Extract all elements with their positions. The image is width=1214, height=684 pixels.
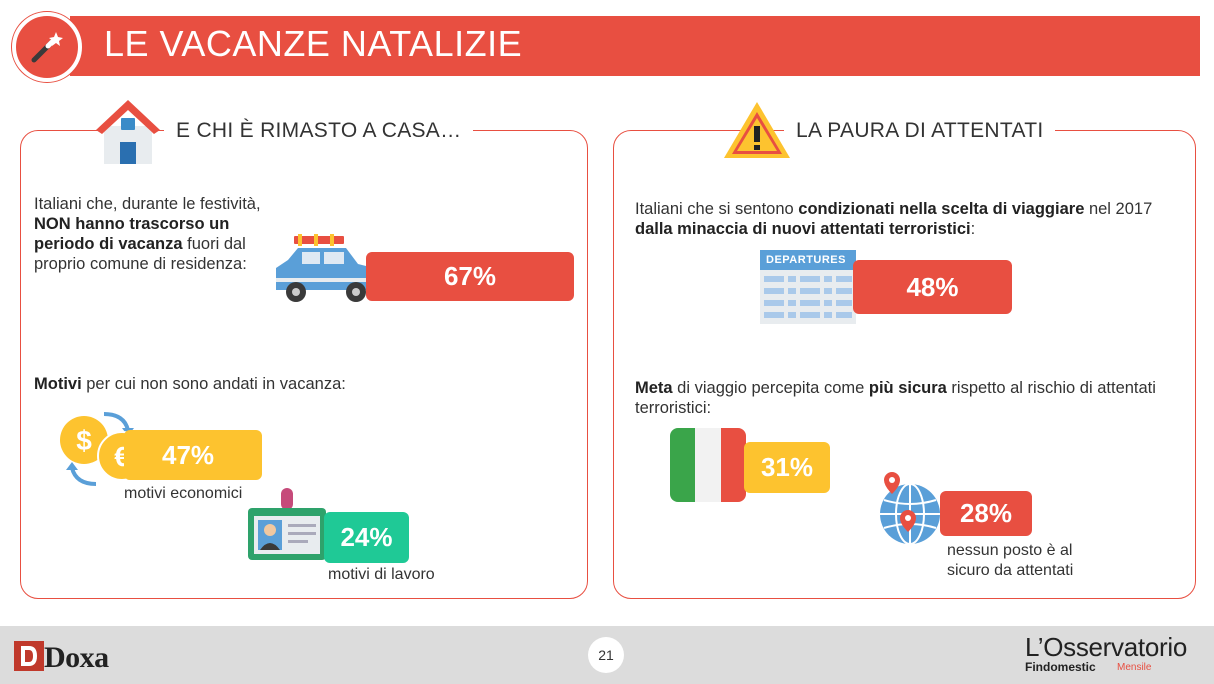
meta-bold2: più sicura — [868, 379, 947, 397]
right-heading: LA PAURA DI ATTENTATI — [784, 119, 1056, 143]
meta-bold1: Meta — [635, 379, 673, 397]
header-bar — [70, 16, 1200, 76]
house-icon — [96, 100, 160, 164]
departures-board-icon — [760, 250, 856, 324]
doxa-wordmark: Doxa — [44, 641, 109, 674]
stay-home-percentage: 67% — [366, 252, 574, 301]
work-label: motivi di lavoro — [328, 566, 435, 583]
nowhere-safe-label: nessun posto è al sicuro da attentati — [947, 542, 1074, 579]
left-heading: E CHI È RIMASTO A CASA… — [164, 119, 474, 143]
reasons-bold: Motivi — [34, 375, 82, 393]
meta-part1: di viaggio percepita come — [672, 379, 869, 397]
doxa-logo-icon — [14, 641, 44, 671]
fear-percentage: 48% — [853, 260, 1012, 314]
intro-part1: Italiani che, durante le festività, — [34, 195, 261, 213]
magic-wand-icon — [31, 32, 63, 63]
departures-label: DEPARTURES — [766, 254, 846, 266]
economic-label: motivi economici — [124, 485, 243, 502]
intro-part2: fuori dal proprio comune di residenza: — [34, 235, 247, 273]
left-intro-text: Italiani che, durante le festività, NON … — [34, 194, 294, 274]
page-title: LE VACANZE NATALIZIE — [104, 23, 523, 64]
right-intro-bold1: condizionati nella scelta di viaggiare — [798, 200, 1085, 218]
right-intro-text: Italiani che si sentono condizionati nel… — [635, 199, 1180, 239]
intro-bold: NON hanno trascorso un periodo di vacanz… — [34, 215, 230, 253]
osservatorio-frequency: Mensile — [1117, 662, 1152, 673]
page-number: 21 — [588, 637, 624, 673]
magic-wand-badge — [12, 12, 82, 82]
right-intro-part2: nel 2017 — [1084, 200, 1153, 218]
right-intro-bold2: dalla minaccia di nuovi attentati terror… — [635, 220, 971, 238]
globe-pins-icon — [880, 472, 940, 545]
osservatorio-title: L’Osservatorio — [1025, 632, 1187, 662]
work-percentage: 24% — [324, 512, 409, 563]
reasons-rest: per cui non sono andati in vacanza: — [81, 375, 346, 393]
economic-percentage: 47% — [124, 430, 262, 480]
id-badge-icon — [248, 488, 326, 560]
meta-text: Meta di viaggio percepita come più sicur… — [635, 378, 1180, 418]
reasons-text: Motivi per cui non sono andati in vacanz… — [34, 374, 414, 394]
right-intro-part1: Italiani che si sentono — [635, 200, 799, 218]
italy-flag-icon — [670, 428, 746, 502]
italy-percentage: 31% — [744, 442, 830, 493]
meta-part2: rispetto al rischio di attentati terrori… — [635, 379, 1156, 417]
svg-text:$: $ — [76, 425, 92, 456]
car-icon — [276, 234, 374, 302]
osservatorio-subtitle: Findomestic — [1025, 660, 1096, 674]
warning-icon — [724, 102, 790, 158]
nowhere-safe-percentage: 28% — [940, 491, 1032, 536]
right-intro-part3: : — [970, 220, 976, 238]
